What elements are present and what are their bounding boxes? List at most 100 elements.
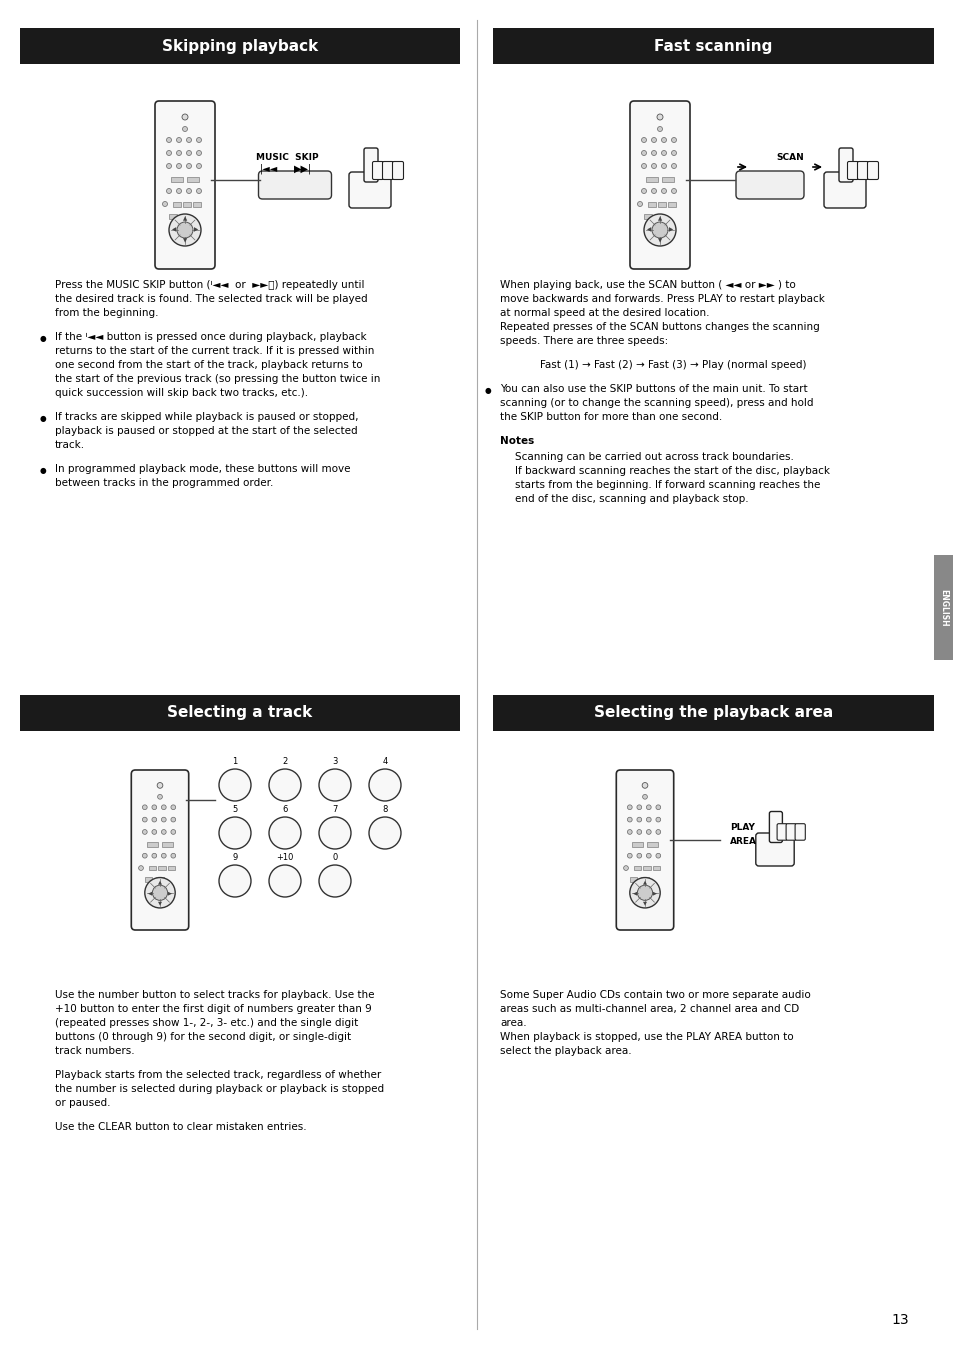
Circle shape	[637, 805, 641, 809]
Circle shape	[627, 817, 632, 822]
Circle shape	[269, 817, 301, 849]
Text: When playing back, use the SCAN button ( ◄◄ or ►► ) to: When playing back, use the SCAN button (…	[499, 281, 795, 290]
Circle shape	[161, 854, 166, 858]
Circle shape	[657, 115, 662, 120]
Text: ●: ●	[40, 335, 47, 343]
Circle shape	[640, 189, 646, 193]
Text: from the beginning.: from the beginning.	[55, 308, 158, 318]
Circle shape	[219, 865, 251, 897]
Text: Fast (1) → Fast (2) → Fast (3) → Play (normal speed): Fast (1) → Fast (2) → Fast (3) → Play (n…	[539, 360, 805, 370]
Circle shape	[219, 769, 251, 801]
Circle shape	[369, 817, 400, 849]
Circle shape	[162, 201, 168, 206]
FancyBboxPatch shape	[392, 162, 403, 179]
Circle shape	[186, 138, 192, 143]
Circle shape	[171, 817, 175, 822]
Circle shape	[637, 854, 641, 858]
Circle shape	[651, 151, 656, 155]
Circle shape	[318, 817, 351, 849]
Text: 0: 0	[332, 853, 337, 862]
Text: AREA: AREA	[729, 838, 757, 847]
Text: +10: +10	[276, 853, 294, 862]
Text: +10 button to enter the first digit of numbers greater than 9: +10 button to enter the first digit of n…	[55, 1004, 372, 1014]
Bar	[642, 866, 650, 870]
Circle shape	[152, 885, 168, 900]
Circle shape	[660, 138, 666, 143]
Circle shape	[660, 163, 666, 169]
FancyBboxPatch shape	[857, 162, 867, 179]
FancyBboxPatch shape	[154, 101, 214, 268]
Text: ▶▶|: ▶▶|	[294, 163, 312, 174]
Bar	[656, 213, 663, 219]
Circle shape	[643, 214, 676, 246]
Text: In programmed playback mode, these buttons will move: In programmed playback mode, these butto…	[55, 464, 350, 473]
Circle shape	[646, 830, 651, 834]
Circle shape	[176, 151, 181, 155]
Text: PLAY: PLAY	[729, 823, 754, 832]
Circle shape	[627, 805, 632, 809]
Circle shape	[142, 805, 147, 809]
Circle shape	[152, 830, 156, 834]
Text: track.: track.	[55, 440, 85, 451]
Bar	[172, 201, 181, 206]
Circle shape	[142, 830, 147, 834]
Circle shape	[171, 830, 175, 834]
Bar	[667, 201, 676, 206]
Text: ▲: ▲	[658, 216, 661, 221]
Text: area.: area.	[499, 1018, 526, 1028]
Text: 2: 2	[282, 757, 287, 766]
Circle shape	[651, 223, 667, 237]
Bar	[183, 201, 191, 206]
Text: starts from the beginning. If forward scanning reaches the: starts from the beginning. If forward sc…	[515, 480, 820, 490]
Text: 4: 4	[382, 757, 387, 766]
Text: end of the disc, scanning and playback stop.: end of the disc, scanning and playback s…	[515, 494, 748, 505]
Bar	[647, 201, 656, 206]
Circle shape	[138, 866, 143, 870]
Circle shape	[176, 189, 181, 193]
Bar	[169, 213, 177, 219]
Circle shape	[651, 163, 656, 169]
Circle shape	[318, 769, 351, 801]
FancyBboxPatch shape	[777, 824, 786, 840]
Text: track numbers.: track numbers.	[55, 1045, 134, 1056]
Text: returns to the start of the current track. If it is pressed within: returns to the start of the current trac…	[55, 345, 374, 356]
Bar	[493, 28, 933, 63]
Text: ▶: ▶	[653, 890, 657, 896]
Circle shape	[640, 151, 646, 155]
FancyBboxPatch shape	[616, 770, 673, 929]
Circle shape	[651, 138, 656, 143]
Text: 7: 7	[332, 805, 337, 813]
Text: 13: 13	[890, 1313, 908, 1327]
Text: Playback starts from the selected track, regardless of whether: Playback starts from the selected track,…	[55, 1070, 381, 1081]
Text: playback is paused or stopped at the start of the selected: playback is paused or stopped at the sta…	[55, 426, 357, 436]
Text: ▼: ▼	[658, 239, 661, 244]
Bar	[181, 213, 189, 219]
Text: Some Super Audio CDs contain two or more separate audio: Some Super Audio CDs contain two or more…	[499, 990, 810, 1000]
Circle shape	[646, 817, 651, 822]
Text: If the ᑊ◄◄ button is pressed once during playback, playback: If the ᑊ◄◄ button is pressed once during…	[55, 332, 366, 343]
Text: Selecting the playback area: Selecting the playback area	[594, 706, 832, 720]
Text: ◀: ◀	[148, 890, 152, 896]
Text: Use the number button to select tracks for playback. Use the: Use the number button to select tracks f…	[55, 990, 375, 1000]
Circle shape	[369, 769, 400, 801]
FancyBboxPatch shape	[132, 770, 189, 929]
Text: ▶: ▶	[193, 228, 198, 232]
Circle shape	[656, 854, 660, 858]
Text: SCAN: SCAN	[776, 152, 803, 162]
Circle shape	[171, 805, 175, 809]
Circle shape	[623, 866, 628, 870]
FancyBboxPatch shape	[364, 148, 377, 182]
Text: 9: 9	[233, 853, 237, 862]
FancyBboxPatch shape	[735, 171, 803, 200]
Bar	[20, 28, 459, 63]
Circle shape	[641, 782, 647, 788]
Text: ●: ●	[40, 465, 47, 475]
Circle shape	[642, 795, 647, 799]
Text: Repeated presses of the SCAN buttons changes the scanning: Repeated presses of the SCAN buttons cha…	[499, 322, 819, 332]
Circle shape	[318, 865, 351, 897]
FancyBboxPatch shape	[629, 101, 689, 268]
Text: select the playback area.: select the playback area.	[499, 1045, 631, 1056]
Bar	[162, 842, 173, 847]
Text: ●: ●	[484, 386, 491, 395]
FancyBboxPatch shape	[785, 824, 796, 840]
